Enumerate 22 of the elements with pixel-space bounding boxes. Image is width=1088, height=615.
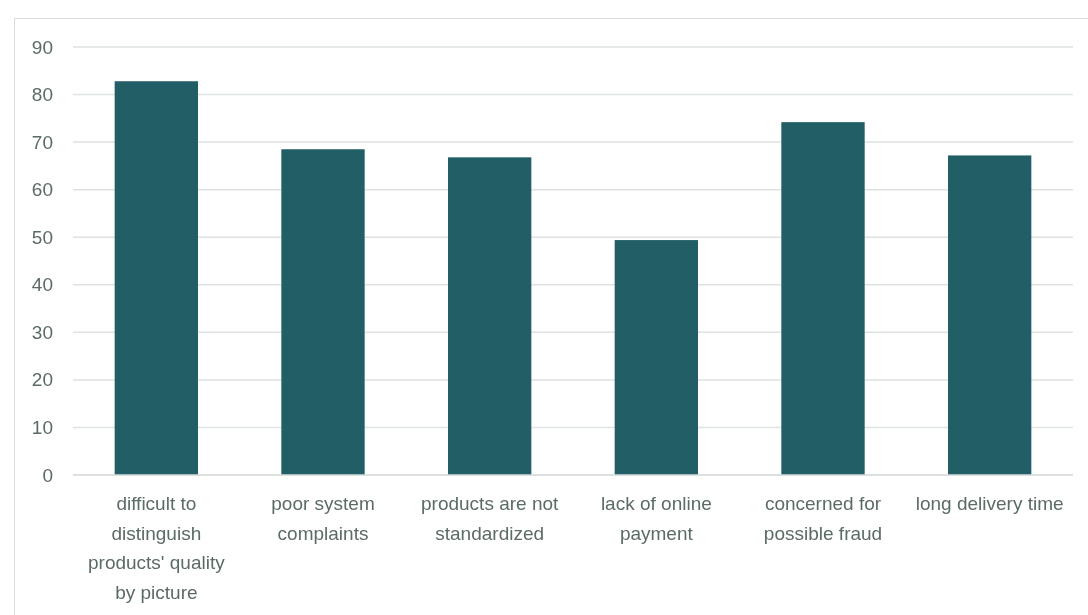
y-tick-label: 50: [31, 226, 53, 248]
x-tick-label: concerned for possible fraud: [763, 493, 883, 544]
y-tick-label: 90: [31, 36, 53, 58]
bar: [948, 155, 1032, 475]
y-tick-label: 20: [31, 369, 53, 391]
x-tick-label: lack of online payment: [600, 493, 712, 544]
x-tick-label: poor system complaints: [271, 493, 375, 544]
x-tick-label: long delivery time: [915, 493, 1064, 515]
x-tick-label: difficult to distinguish products' quality by picture: [87, 493, 226, 603]
y-tick-label: 80: [31, 84, 53, 106]
bar: [114, 81, 198, 475]
bar: [614, 240, 698, 475]
y-tick-label: 30: [31, 321, 53, 343]
bar: [448, 157, 532, 475]
x-tick-label: products are not standardized: [421, 493, 560, 544]
y-tick-label: 0: [42, 464, 53, 486]
y-tick-label: 10: [31, 417, 53, 439]
y-tick-label: 60: [31, 179, 53, 201]
bar: [281, 149, 365, 475]
y-tick-label: 70: [31, 131, 53, 153]
bar: [781, 122, 865, 475]
y-tick-label: 40: [31, 274, 53, 296]
